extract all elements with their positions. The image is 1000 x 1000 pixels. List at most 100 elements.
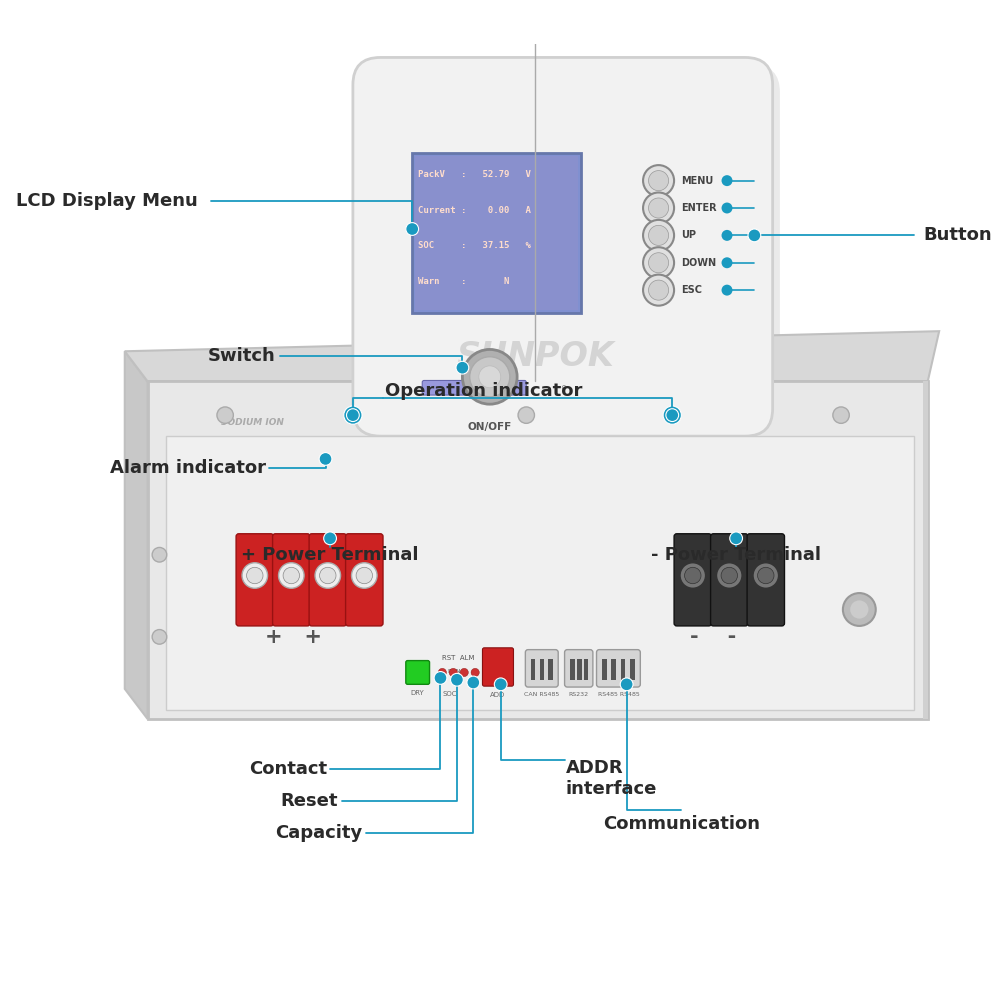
FancyBboxPatch shape xyxy=(597,650,640,687)
Circle shape xyxy=(449,668,457,677)
FancyBboxPatch shape xyxy=(602,659,607,680)
Circle shape xyxy=(643,192,674,224)
Circle shape xyxy=(438,668,446,677)
FancyBboxPatch shape xyxy=(584,659,588,680)
FancyBboxPatch shape xyxy=(346,534,383,626)
Circle shape xyxy=(666,409,679,422)
Circle shape xyxy=(649,198,669,218)
Circle shape xyxy=(347,409,359,422)
Text: - Power Terminal: - Power Terminal xyxy=(651,546,821,564)
Text: Warn    :       N: Warn : N xyxy=(418,277,509,286)
Circle shape xyxy=(352,563,377,588)
Circle shape xyxy=(494,678,507,691)
Circle shape xyxy=(320,567,336,584)
Text: MENU: MENU xyxy=(681,176,714,186)
Circle shape xyxy=(663,406,681,424)
FancyBboxPatch shape xyxy=(236,534,274,626)
FancyBboxPatch shape xyxy=(621,659,625,680)
FancyBboxPatch shape xyxy=(166,436,914,710)
FancyBboxPatch shape xyxy=(360,65,780,443)
Text: SODIUM ION: SODIUM ION xyxy=(221,418,283,427)
Text: Button: Button xyxy=(923,226,992,244)
Text: Current :    0.00   A: Current : 0.00 A xyxy=(418,206,531,215)
Circle shape xyxy=(462,349,517,404)
FancyBboxPatch shape xyxy=(353,57,773,436)
Circle shape xyxy=(643,165,674,196)
FancyBboxPatch shape xyxy=(565,650,593,687)
FancyBboxPatch shape xyxy=(711,534,748,626)
FancyBboxPatch shape xyxy=(548,659,553,680)
FancyBboxPatch shape xyxy=(309,534,347,626)
Circle shape xyxy=(470,357,510,397)
Circle shape xyxy=(722,230,732,241)
Circle shape xyxy=(324,532,336,545)
Circle shape xyxy=(315,563,341,588)
Polygon shape xyxy=(125,331,939,381)
Text: SUNPOK: SUNPOK xyxy=(457,340,614,373)
Circle shape xyxy=(479,366,501,388)
Circle shape xyxy=(850,600,868,619)
Polygon shape xyxy=(125,351,148,719)
Text: ON/OFF: ON/OFF xyxy=(468,422,512,432)
Text: RUN: RUN xyxy=(448,669,461,674)
Circle shape xyxy=(649,280,669,300)
Text: ⚪: ⚪ xyxy=(559,383,567,393)
Text: Alarm indicator: Alarm indicator xyxy=(110,459,266,477)
Text: RS232: RS232 xyxy=(569,692,589,697)
Text: Reset: Reset xyxy=(281,792,338,810)
Circle shape xyxy=(471,668,479,677)
Circle shape xyxy=(649,253,669,273)
Circle shape xyxy=(518,407,534,423)
Circle shape xyxy=(721,567,738,584)
FancyBboxPatch shape xyxy=(525,650,558,687)
Circle shape xyxy=(722,257,732,268)
Circle shape xyxy=(451,673,463,686)
Circle shape xyxy=(467,676,480,689)
FancyBboxPatch shape xyxy=(747,534,784,626)
Circle shape xyxy=(279,563,304,588)
FancyBboxPatch shape xyxy=(415,156,578,310)
Circle shape xyxy=(247,567,263,584)
FancyBboxPatch shape xyxy=(482,648,513,686)
Circle shape xyxy=(356,567,373,584)
Circle shape xyxy=(152,630,167,644)
Circle shape xyxy=(730,532,743,545)
Text: RST  ALM: RST ALM xyxy=(442,655,475,661)
Text: SOC: SOC xyxy=(442,691,457,697)
Text: ADDR
interface: ADDR interface xyxy=(565,759,657,798)
FancyBboxPatch shape xyxy=(674,534,711,626)
Text: DRY: DRY xyxy=(411,690,425,696)
Circle shape xyxy=(152,547,167,562)
FancyBboxPatch shape xyxy=(923,381,928,719)
Text: + Power Terminal: + Power Terminal xyxy=(241,546,419,564)
Text: LCD Display Menu: LCD Display Menu xyxy=(16,192,198,210)
Circle shape xyxy=(643,220,674,251)
FancyBboxPatch shape xyxy=(406,661,430,684)
Circle shape xyxy=(217,407,233,423)
FancyBboxPatch shape xyxy=(422,380,526,395)
Circle shape xyxy=(460,668,468,677)
Text: ENERGY STORAGE BATTERY: ENERGY STORAGE BATTERY xyxy=(221,440,329,446)
FancyBboxPatch shape xyxy=(577,659,582,680)
FancyBboxPatch shape xyxy=(148,381,928,719)
Text: UP: UP xyxy=(681,230,696,240)
Circle shape xyxy=(722,175,732,186)
Text: +   +: + + xyxy=(265,627,322,647)
Circle shape xyxy=(753,563,779,588)
Circle shape xyxy=(643,247,674,278)
Text: Communication: Communication xyxy=(603,815,760,833)
Text: CAN RS485: CAN RS485 xyxy=(524,692,559,697)
FancyBboxPatch shape xyxy=(531,659,535,680)
Text: RS485 RS485: RS485 RS485 xyxy=(598,692,639,697)
FancyBboxPatch shape xyxy=(540,659,544,680)
Circle shape xyxy=(456,361,469,374)
Text: -    -: - - xyxy=(690,627,736,647)
Circle shape xyxy=(748,229,761,242)
Circle shape xyxy=(319,453,332,465)
Text: Contact: Contact xyxy=(249,760,327,778)
Circle shape xyxy=(843,593,876,626)
Text: ENTER: ENTER xyxy=(681,203,717,213)
Circle shape xyxy=(620,678,633,691)
Circle shape xyxy=(685,567,701,584)
Circle shape xyxy=(833,407,849,423)
